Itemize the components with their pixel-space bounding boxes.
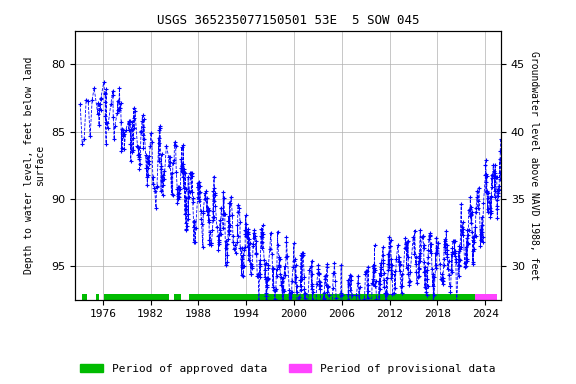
Bar: [104, 294, 169, 300]
Bar: [189, 294, 475, 300]
Legend: Period of approved data, Period of provisional data: Period of approved data, Period of provi…: [76, 359, 500, 379]
Title: USGS 365235077150501 53E  5 SOW 045: USGS 365235077150501 53E 5 SOW 045: [157, 14, 419, 27]
Y-axis label: Groundwater level above NAVD 1988, feet: Groundwater level above NAVD 1988, feet: [529, 51, 539, 280]
Bar: [96, 294, 98, 300]
Bar: [175, 294, 181, 300]
Bar: [475, 294, 497, 300]
Bar: [82, 294, 87, 300]
Y-axis label: Depth to water level, feet below land
surface: Depth to water level, feet below land su…: [24, 56, 46, 274]
